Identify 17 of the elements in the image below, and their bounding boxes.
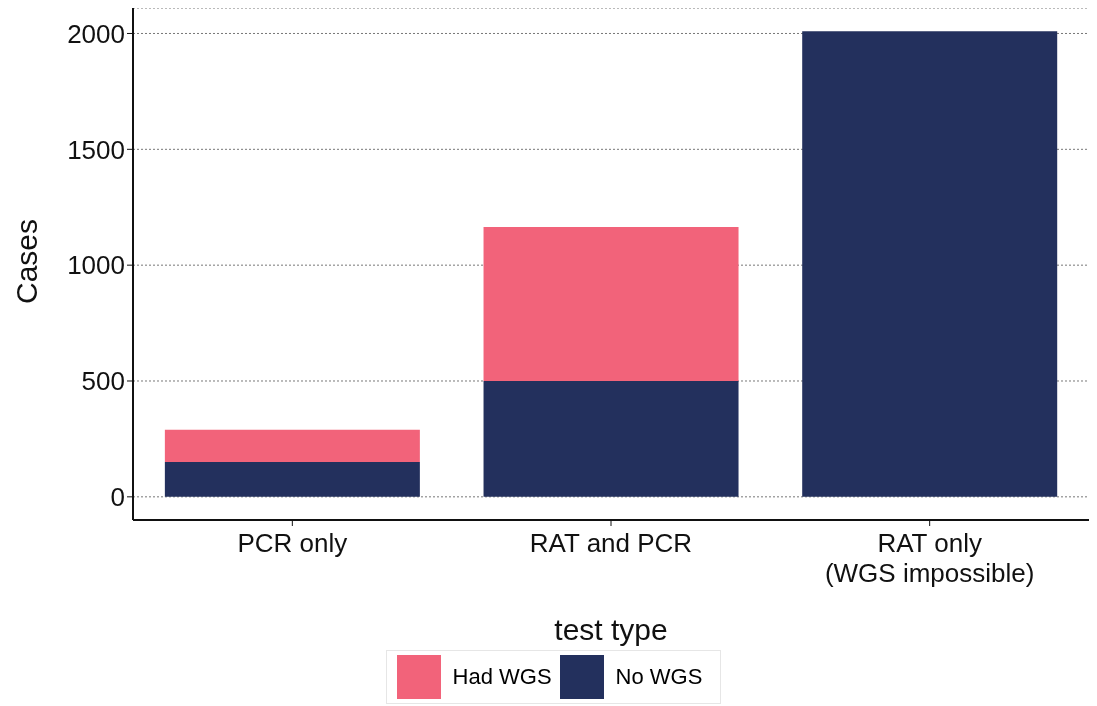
y-tick-label: 1000 — [67, 250, 125, 281]
bar — [483, 381, 739, 497]
bar — [483, 226, 739, 381]
legend-label: No WGS — [615, 664, 703, 690]
bar — [164, 462, 420, 497]
bar — [802, 31, 1058, 497]
y-tick-label: 2000 — [67, 18, 125, 49]
y-axis-title: Cases — [9, 218, 43, 304]
bar — [164, 429, 420, 463]
y-tick-label: 500 — [81, 366, 125, 397]
x-tick-label: RAT and PCR — [529, 528, 693, 558]
x-tick-label: RAT only (WGS impossible) — [824, 528, 1035, 588]
y-tick-label: 1500 — [67, 134, 125, 165]
y-tick-label: 0 — [110, 482, 125, 513]
x-tick-label: PCR only — [237, 528, 348, 558]
x-axis-title: test type — [554, 613, 668, 646]
legend-label: Had WGS — [452, 664, 552, 690]
